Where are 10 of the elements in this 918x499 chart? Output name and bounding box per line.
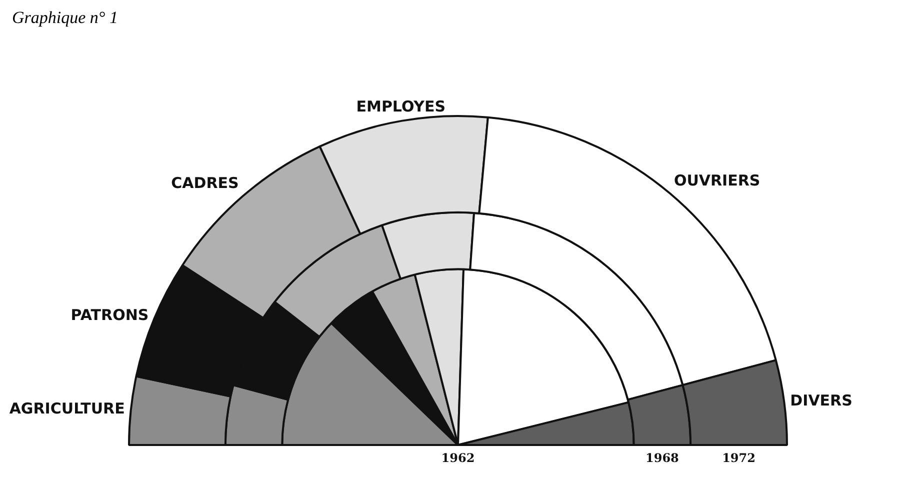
slice-label: 1968 <box>646 451 679 466</box>
slice-label: EMPLOYES <box>356 97 446 116</box>
slice-label: AGRICULTURE <box>9 400 125 418</box>
slice-label: 1972 <box>722 451 756 466</box>
slice-label: DIVERS <box>790 391 852 410</box>
chart-title: Graphique n° 1 <box>12 8 118 28</box>
slice-label: 1962 <box>441 451 475 466</box>
slice-label: OUVRIERS <box>674 171 760 190</box>
slice-label: CADRES <box>171 174 239 192</box>
slice-label: PATRONS <box>70 306 149 324</box>
